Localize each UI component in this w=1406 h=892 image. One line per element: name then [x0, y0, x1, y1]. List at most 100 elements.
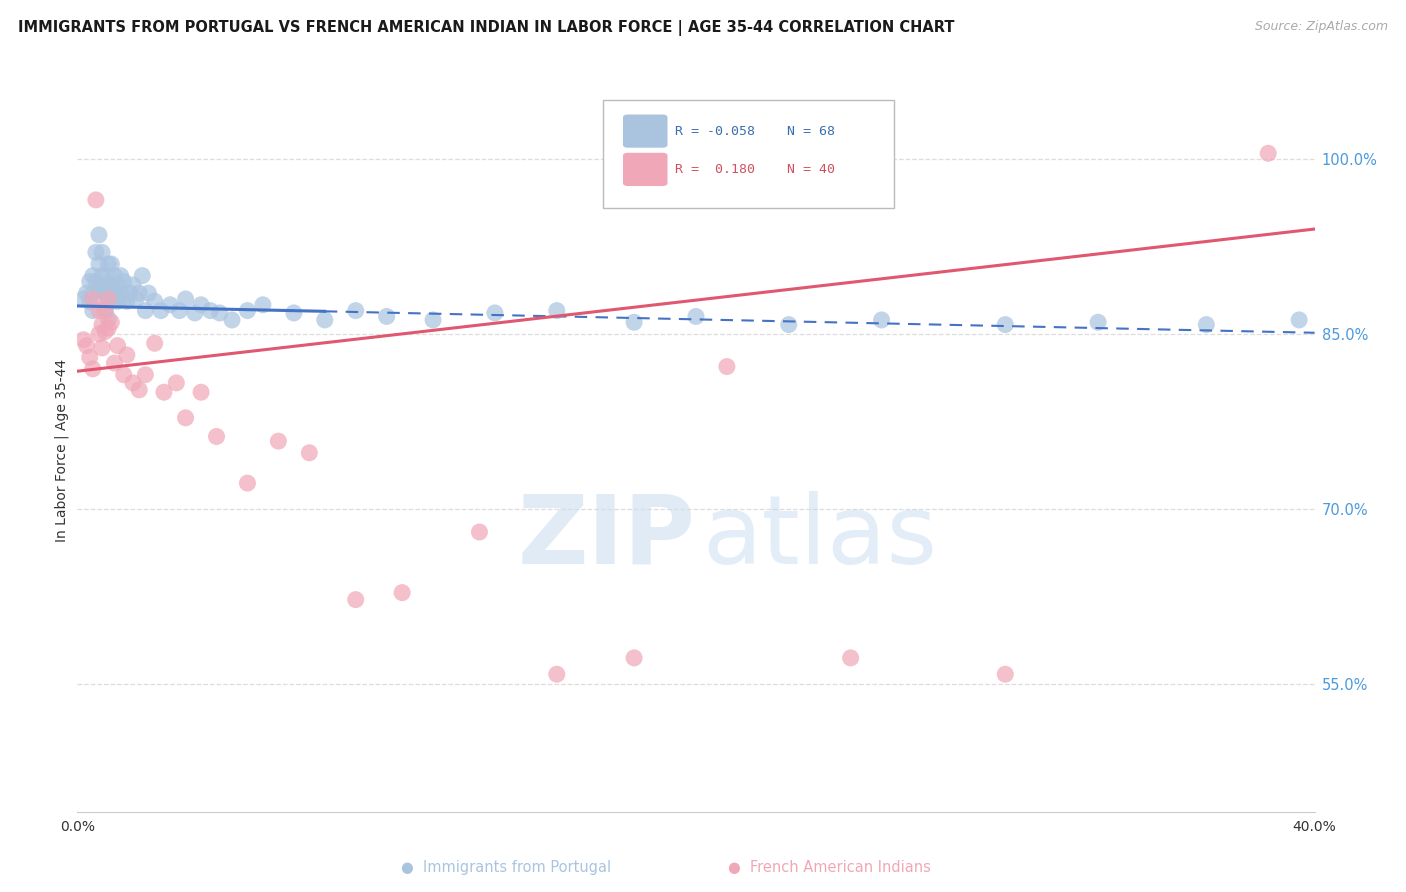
Point — [174, 410, 197, 425]
Point — [128, 383, 150, 397]
FancyBboxPatch shape — [623, 114, 668, 148]
Point — [125, 292, 148, 306]
Point — [100, 315, 122, 329]
Point — [91, 318, 114, 332]
Point — [623, 651, 645, 665]
Point — [298, 446, 321, 460]
Point — [159, 298, 181, 312]
Point — [84, 193, 107, 207]
Point — [110, 286, 132, 301]
Text: IMMIGRANTS FROM PORTUGAL VS FRENCH AMERICAN INDIAN IN LABOR FORCE | AGE 35-44 CO: IMMIGRANTS FROM PORTUGAL VS FRENCH AMERI… — [18, 20, 955, 36]
Point — [546, 667, 568, 681]
Point — [91, 268, 114, 283]
Point — [112, 292, 135, 306]
Point — [82, 268, 104, 283]
Point — [84, 275, 107, 289]
Point — [82, 303, 104, 318]
Point — [97, 277, 120, 292]
Point — [190, 298, 212, 312]
Point — [236, 476, 259, 491]
Point — [82, 286, 104, 301]
Point — [131, 268, 153, 283]
Point — [1257, 146, 1279, 161]
Point — [76, 338, 98, 352]
Point — [103, 286, 125, 301]
Point — [870, 313, 893, 327]
Point — [236, 303, 259, 318]
Point — [138, 286, 160, 301]
Point — [205, 429, 228, 443]
Point — [87, 303, 110, 318]
Point — [1087, 315, 1109, 329]
Point — [100, 257, 122, 271]
Text: ●  Immigrants from Portugal: ● Immigrants from Portugal — [401, 861, 612, 875]
Point — [208, 306, 231, 320]
Point — [122, 376, 145, 390]
Point — [190, 385, 212, 400]
Point — [221, 313, 243, 327]
Point — [468, 524, 491, 539]
Point — [143, 294, 166, 309]
Point — [91, 283, 114, 297]
Point — [94, 268, 117, 283]
Point — [994, 318, 1017, 332]
Point — [375, 310, 398, 324]
Point — [128, 286, 150, 301]
Text: atlas: atlas — [702, 491, 938, 583]
Text: ZIP: ZIP — [517, 491, 696, 583]
Point — [623, 315, 645, 329]
Point — [169, 303, 191, 318]
Point — [100, 294, 122, 309]
Point — [546, 303, 568, 318]
Text: ●  French American Indians: ● French American Indians — [728, 861, 931, 875]
Point — [107, 277, 129, 292]
Point — [200, 303, 222, 318]
Point — [97, 294, 120, 309]
Point — [100, 277, 122, 292]
Point — [422, 313, 444, 327]
Point — [107, 338, 129, 352]
Point — [391, 585, 413, 599]
Point — [94, 286, 117, 301]
Point — [97, 257, 120, 271]
Point — [79, 294, 101, 309]
Point — [115, 294, 138, 309]
Point — [484, 306, 506, 320]
Point — [72, 292, 94, 306]
Point — [112, 275, 135, 289]
Point — [82, 362, 104, 376]
Point — [87, 227, 110, 242]
Point — [778, 318, 800, 332]
Point — [72, 333, 94, 347]
Point — [143, 336, 166, 351]
Point — [94, 303, 117, 318]
Point — [165, 376, 187, 390]
Text: Source: ZipAtlas.com: Source: ZipAtlas.com — [1254, 20, 1388, 33]
Point — [994, 667, 1017, 681]
Point — [153, 385, 176, 400]
Point — [252, 298, 274, 312]
Point — [97, 321, 120, 335]
Text: R =  0.180    N = 40: R = 0.180 N = 40 — [675, 163, 835, 176]
Point — [685, 310, 707, 324]
Point — [79, 350, 101, 364]
Point — [87, 326, 110, 341]
Point — [76, 286, 98, 301]
Point — [82, 292, 104, 306]
Point — [149, 303, 172, 318]
Point — [716, 359, 738, 374]
Point — [94, 325, 117, 339]
Point — [1195, 318, 1218, 332]
Point — [79, 275, 101, 289]
Point — [314, 313, 336, 327]
Point — [97, 311, 120, 326]
Point — [283, 306, 305, 320]
Point — [91, 341, 114, 355]
Point — [94, 303, 117, 318]
Point — [107, 294, 129, 309]
Point — [344, 592, 367, 607]
FancyBboxPatch shape — [623, 153, 668, 186]
Point — [112, 368, 135, 382]
Point — [122, 277, 145, 292]
Point — [110, 268, 132, 283]
